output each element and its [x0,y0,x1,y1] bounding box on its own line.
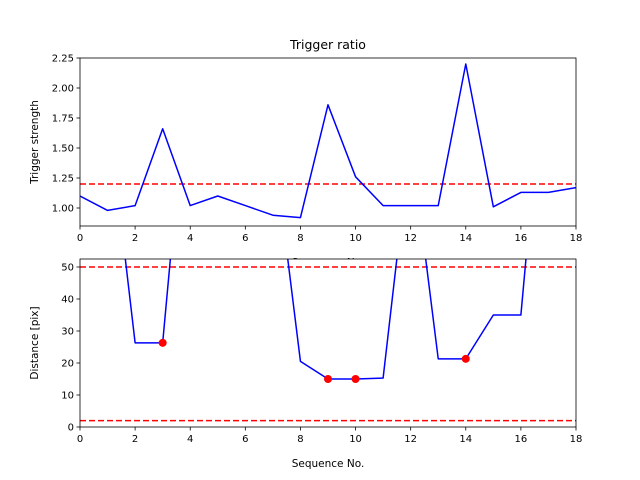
y-tick-label: 0 [68,423,74,434]
x-tick-label: 10 [349,434,362,445]
x-tick-label: 18 [570,434,583,445]
y-tick-label: 30 [61,327,74,338]
x-tick-label: 6 [242,233,248,244]
x-tick-label: 6 [242,434,248,445]
x-tick-label: 10 [349,233,362,244]
y-axis-label: Distance [pix] [29,306,41,379]
x-tick-label: 18 [570,233,583,244]
top-chart-trigger-ratio: 0 2 4 6 8 10 12 14 16 18 1.00 1.25 1.50 1.75 2.00 2.25 T… [29,37,582,269]
x-tick-label: 2 [132,233,138,244]
y-tick-label: 20 [61,359,74,370]
x-tick-label: 16 [515,233,528,244]
x-tick-label: 8 [297,233,303,244]
detection-marker [324,375,332,383]
chart-title: Trigger ratio [289,37,366,52]
x-tick-label: 4 [187,233,193,244]
detection-marker [158,338,167,347]
axes-frame [79,57,577,227]
y-tick-label: 2.25 [52,54,74,65]
y-tick-label: 40 [61,295,74,306]
x-tick-label: 16 [515,434,528,445]
y-tick-label: 1.00 [52,204,74,215]
x-tick-label: 14 [459,233,472,244]
bottom-chart-distance: 0 2 4 6 8 10 12 14 16 18 0 10 20 30 40 50 Distance [pix]… [29,258,583,470]
series-line [80,63,576,219]
x-tick-label: 0 [77,233,83,244]
detection-marker [351,375,360,383]
x-tick-label: 14 [459,434,472,445]
detection-marker [461,354,470,363]
y-tick-label: 50 [61,263,74,274]
x-tick-label: 8 [297,434,303,445]
x-tick-label: 2 [132,434,138,445]
x-tick-label: 12 [404,434,417,445]
x-axis-label: Sequence No. [292,458,365,470]
y-tick-label: 1.50 [52,144,74,155]
x-tick-label: 4 [187,434,193,445]
y-tick-label: 2.00 [52,84,74,95]
y-tick-label: 1.75 [52,114,74,125]
y-axis-label: Trigger strength [29,100,41,185]
y-tick-label: 1.25 [52,174,74,185]
x-tick-label: 0 [77,434,83,445]
y-tick-label: 10 [61,391,74,402]
x-tick-label: 12 [404,233,417,244]
axes-frame [79,258,577,428]
